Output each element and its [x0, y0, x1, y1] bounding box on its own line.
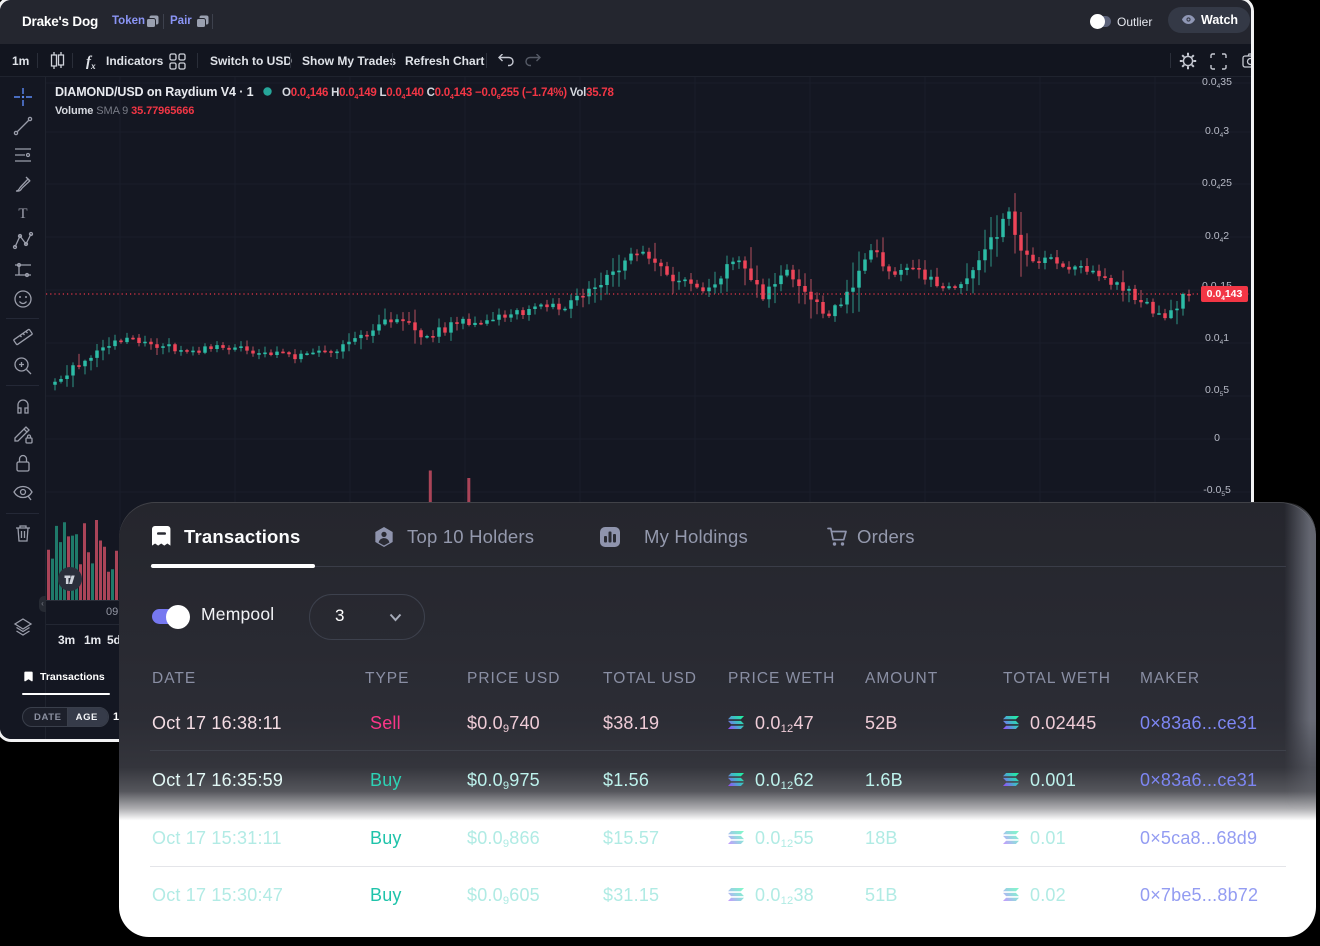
svg-text:T: T: [18, 206, 27, 222]
